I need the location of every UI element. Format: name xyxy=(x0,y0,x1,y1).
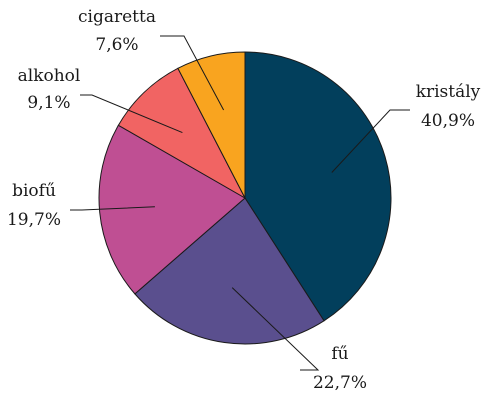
slice-label-name: fű xyxy=(331,344,348,364)
slice-label-percent: 40,9% xyxy=(421,111,475,131)
slice-label-percent: 22,7% xyxy=(313,373,367,393)
leader-line-2 xyxy=(70,206,155,211)
slice-label-kristaly: kristály 40,9% xyxy=(416,82,481,131)
pie-slice-2 xyxy=(98,124,246,295)
pie-slice-3 xyxy=(117,67,247,200)
slice-label-name: kristály xyxy=(416,82,481,102)
slice-label-name: alkohol xyxy=(18,66,81,86)
pie-slice-1 xyxy=(134,197,325,345)
pie-slice-0 xyxy=(244,51,392,322)
leader-line-3 xyxy=(80,94,183,134)
slice-label-cigaretta: cigaretta 7,6% xyxy=(78,7,156,55)
slice-label-percent: 9,1% xyxy=(27,93,70,113)
slice-label-name: cigaretta xyxy=(78,7,156,27)
slice-label-fu: fű 22,7% xyxy=(313,344,367,393)
pie-slices xyxy=(98,51,392,345)
slice-label-name: biofű xyxy=(12,181,56,201)
leader-line-4 xyxy=(160,35,225,111)
leader-line-0 xyxy=(331,109,410,173)
pie-slice-4 xyxy=(177,51,246,199)
leader-line-1 xyxy=(231,287,320,371)
slice-label-percent: 19,7% xyxy=(7,210,61,230)
slice-label-alkohol: alkohol 9,1% xyxy=(18,66,81,113)
leader-lines xyxy=(70,35,410,371)
slice-label-percent: 7,6% xyxy=(95,35,138,55)
slice-label-biofu: biofű 19,7% xyxy=(7,181,61,230)
